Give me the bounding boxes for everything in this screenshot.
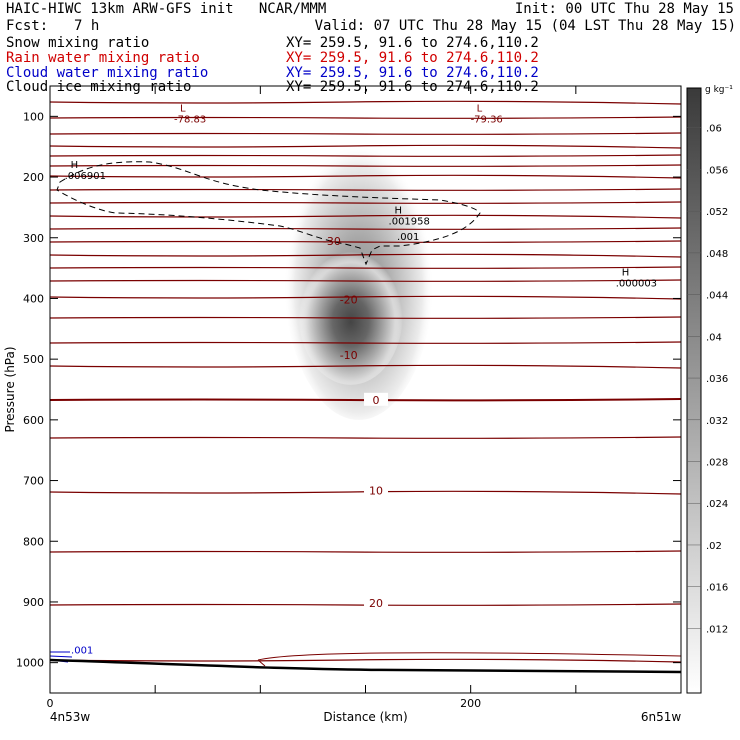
y-axis-title: Pressure (hPa) (3, 346, 17, 432)
colorbar-label: .036 (706, 374, 728, 385)
isotherm-line (50, 253, 681, 258)
header-fcst-label: Fcst: (6, 18, 49, 34)
y-tick-label: 600 (23, 414, 44, 427)
isotherm-line (50, 227, 681, 230)
y-tick-label: 500 (23, 353, 44, 366)
extremum-value: .000003 (616, 278, 657, 289)
y-tick-label: 700 (23, 475, 44, 488)
colorbar-label: .052 (706, 207, 728, 218)
temperature-label: -10 (340, 349, 358, 362)
isotherm-line (50, 214, 681, 219)
header-valid: Valid: 07 UTC Thu 28 May 15 (04 LST Thu … (314, 18, 736, 34)
temp-label-bg (364, 596, 389, 610)
header-title: HAIC-HIWC 13km ARW-GFS init NCAR/MMM (6, 1, 327, 17)
colorbar-label: .04 (706, 332, 722, 343)
colorbar-label: .024 (706, 499, 728, 510)
temperature-label: 20 (369, 597, 383, 610)
isotherm-line (50, 116, 681, 119)
extremum-value: .001958 (389, 216, 430, 227)
y-tick-label: 100 (23, 110, 44, 123)
header-fcst-value: 7 h (74, 18, 100, 34)
temperature-label: -20 (340, 294, 358, 307)
extremum-value: -78.83 (174, 114, 206, 125)
extremum-value: -79.36 (471, 114, 503, 125)
extremum-letter: H (71, 160, 79, 171)
extremum-letter: L (180, 103, 186, 114)
isotherm-line (50, 295, 681, 300)
isotherm-line (50, 550, 681, 553)
header-init: Init: 00 UTC Thu 28 May 15 (514, 1, 734, 17)
left-endpoint-label: 4n53w (50, 710, 91, 724)
temp-label-bg (364, 392, 389, 406)
isotherm-line (50, 132, 681, 135)
isotherm-line (50, 364, 681, 369)
temperature-label: 10 (369, 484, 383, 497)
colorbar-label: .056 (706, 165, 728, 176)
colorbar-label: .016 (706, 583, 728, 594)
x-tick-label: 0 (47, 697, 54, 710)
colorbar-label: .048 (706, 249, 728, 260)
x-tick-label: 200 (460, 697, 481, 710)
colorbar-label: .028 (706, 458, 728, 469)
field-cloud-ice-xy: XY= 259.5, 91.6 to 274.6,110.2 (286, 79, 539, 95)
colorbar-label: .02 (706, 541, 722, 552)
extremum-letter: H (395, 205, 403, 216)
isotherm-line (50, 279, 681, 282)
extremum-letter: H (622, 267, 630, 278)
isotherm-line (50, 164, 681, 167)
temperature-label: 0 (373, 394, 380, 407)
y-tick-label: 300 (23, 232, 44, 245)
terrain-line (50, 658, 681, 674)
colorbar-label: .044 (706, 291, 728, 302)
colorbar-label: .032 (706, 416, 728, 427)
extremum-letter: L (477, 103, 483, 114)
contour-label: .001 (397, 232, 419, 243)
isotherm-line (50, 490, 681, 495)
isotherm-line (50, 100, 681, 105)
extremum-value: .006901 (65, 171, 106, 182)
colorbar-unit: g kg⁻¹ (705, 85, 733, 95)
rain-contour (257, 652, 681, 667)
colorbar (686, 87, 702, 694)
isotherm-line (50, 266, 681, 269)
isotherm-line (50, 188, 681, 191)
field-rain-label: Rain water mixing ratio (6, 50, 200, 66)
temperature-label: -30 (323, 235, 341, 248)
y-tick-label: 800 (23, 535, 44, 548)
field-snow-label: Snow mixing ratio (6, 35, 150, 51)
temp-label-bg (364, 483, 389, 497)
isotherm-line (50, 154, 681, 157)
isotherm-line (50, 316, 681, 319)
isotherm-line (50, 144, 681, 149)
isotherm-line (50, 240, 681, 243)
right-endpoint-label: 6n51w (641, 710, 682, 724)
field-cloud-water-label: Cloud water mixing ratio (6, 65, 209, 81)
isotherm-line (50, 398, 681, 402)
field-rain-xy: XY= 259.5, 91.6 to 274.6,110.2 (286, 50, 539, 66)
field-cloud-water-xy: XY= 259.5, 91.6 to 274.6,110.2 (286, 65, 539, 81)
isotherm-line (50, 658, 681, 663)
x-axis-title: Distance (km) (323, 710, 407, 724)
isotherm-line (50, 174, 681, 179)
y-tick-label: 400 (23, 292, 44, 305)
y-tick-label: 1000 (16, 657, 44, 670)
snow-shading-core (298, 244, 403, 385)
y-tick-label: 200 (23, 171, 44, 184)
isotherm-line (50, 201, 681, 204)
isotherm-line (50, 603, 681, 606)
isotherm-line (50, 341, 681, 344)
cloud-ice-contour (56, 161, 481, 266)
field-cloud-ice-label: Cloud ice mixing ratio (6, 79, 192, 95)
colorbar-label: .06 (706, 124, 722, 135)
y-tick-label: 900 (23, 596, 44, 609)
field-snow-xy: XY= 259.5, 91.6 to 274.6,110.2 (286, 35, 539, 51)
contour-label: .001 (71, 646, 93, 657)
colorbar-label: .012 (706, 624, 728, 635)
isotherm-line (50, 436, 681, 439)
